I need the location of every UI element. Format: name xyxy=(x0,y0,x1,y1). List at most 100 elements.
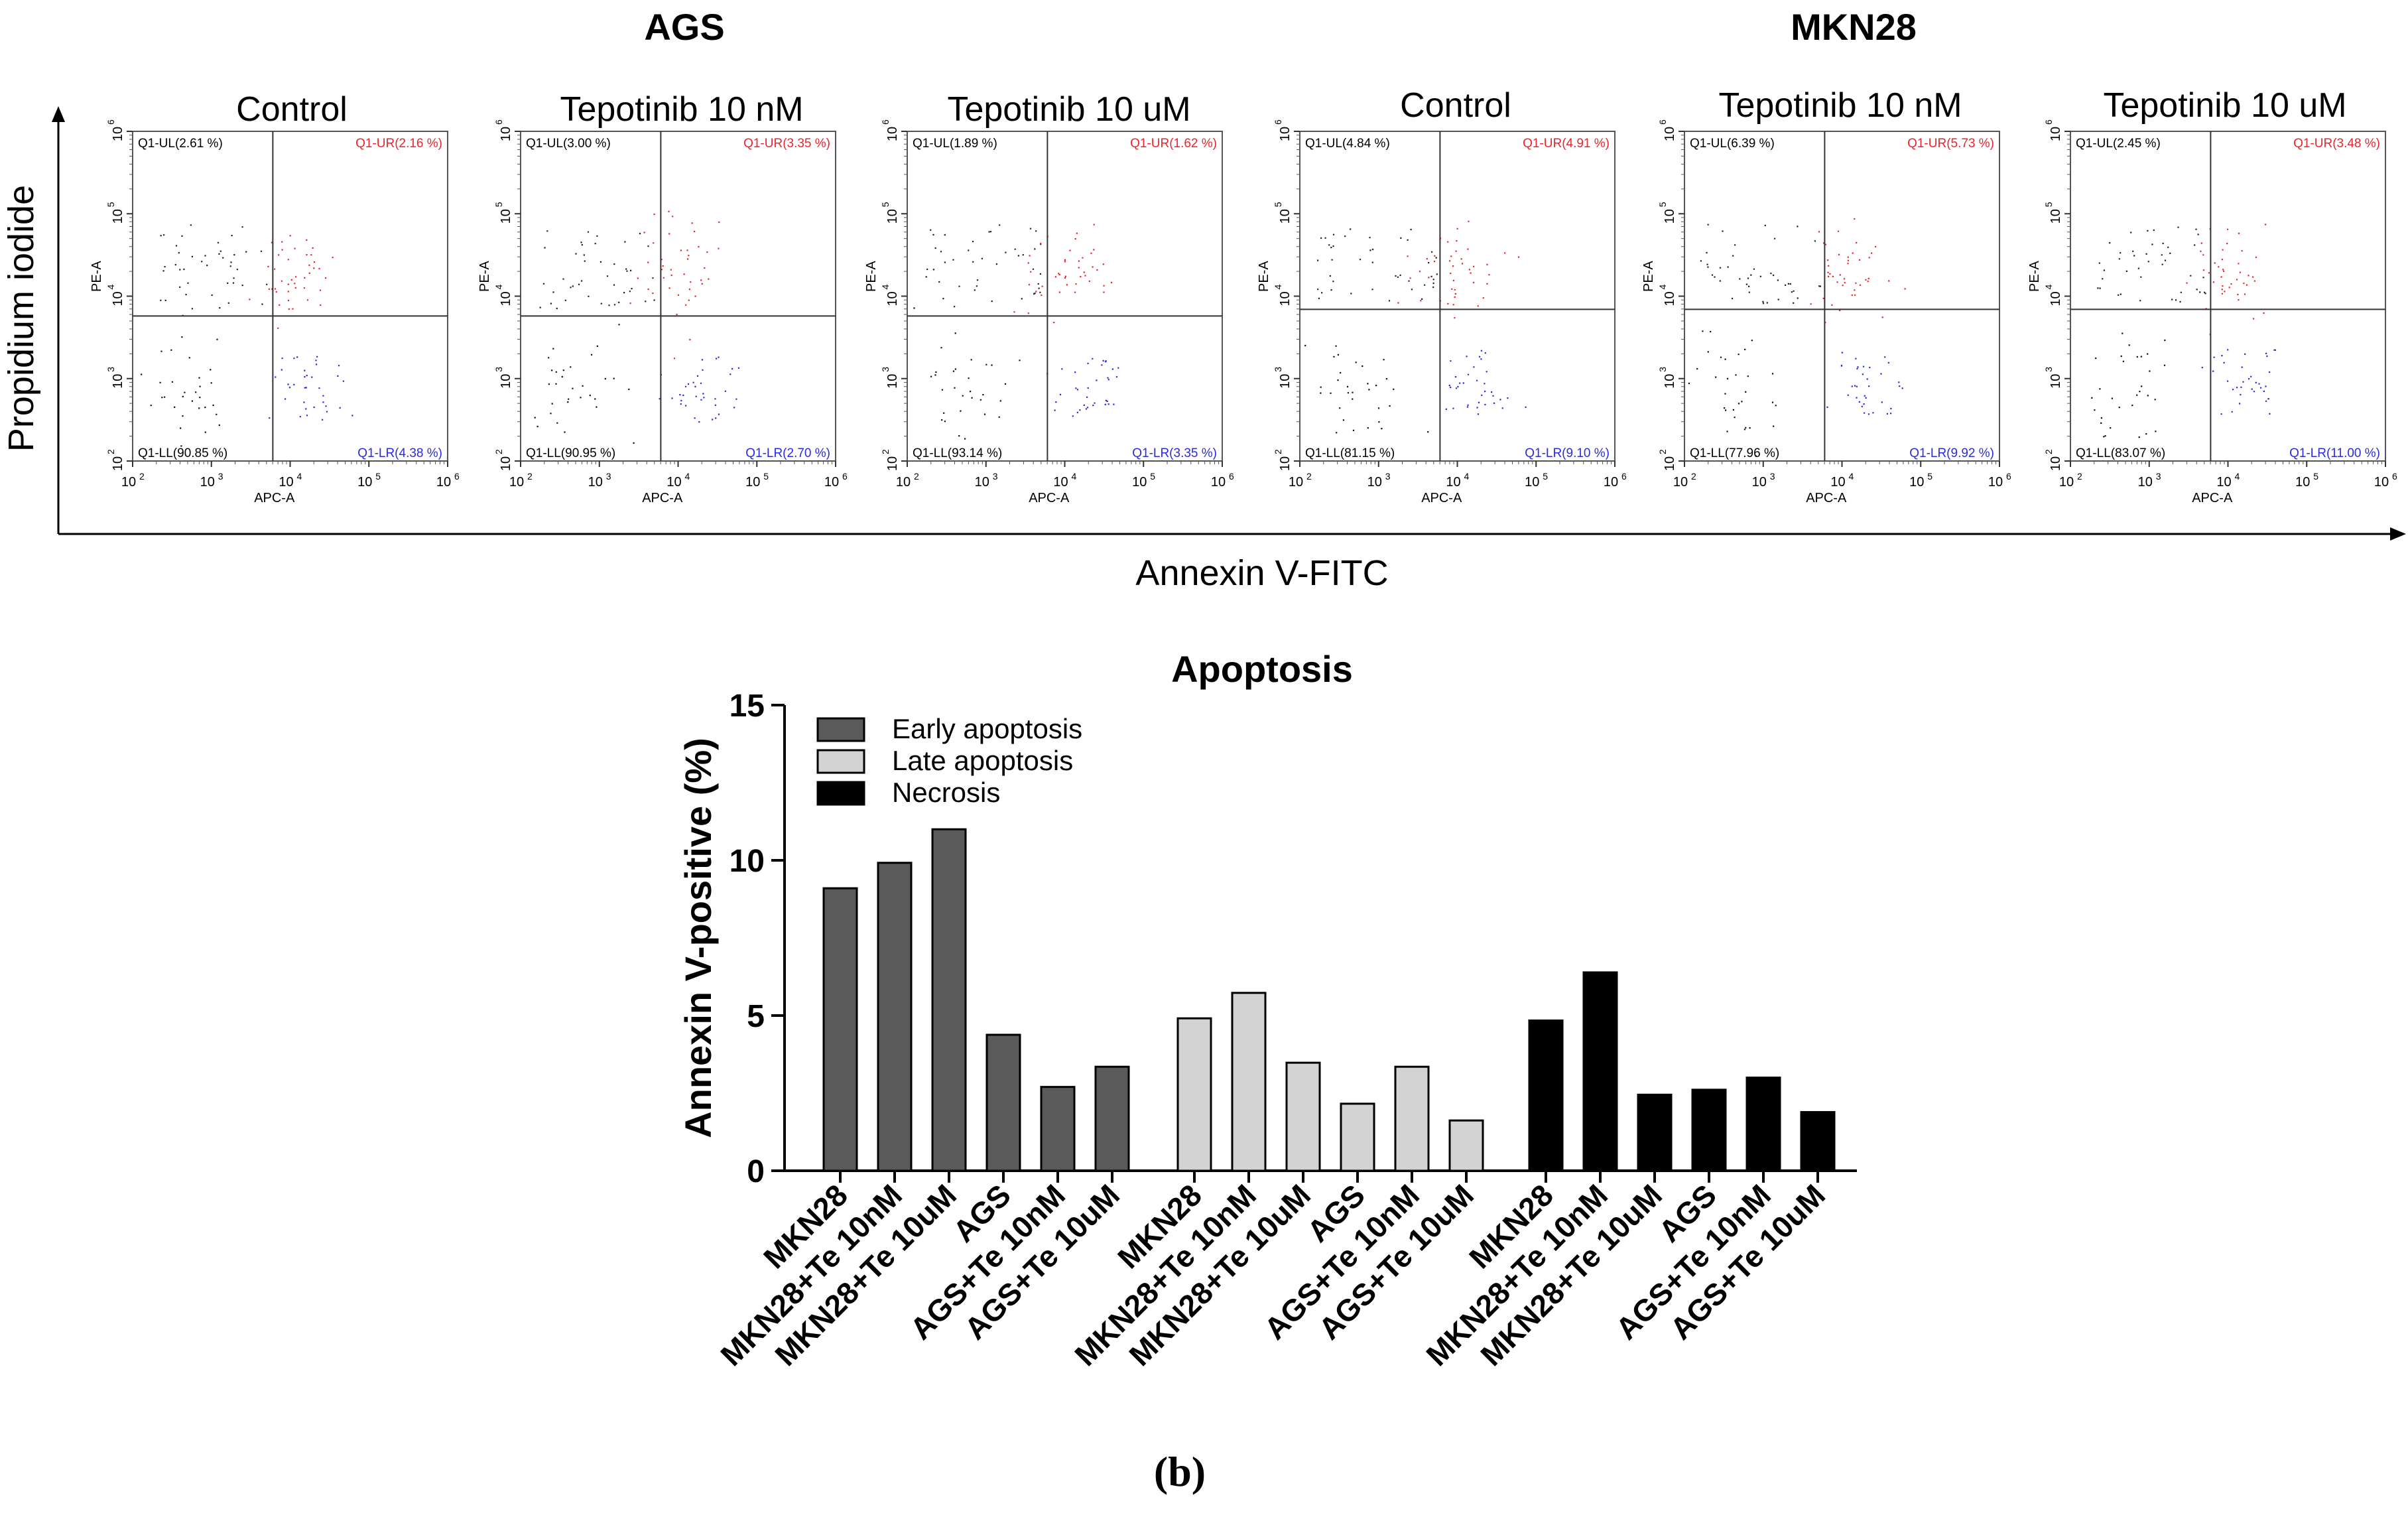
y-tick-label: 10 xyxy=(885,209,900,224)
x-tick-exponent: 4 xyxy=(2235,471,2240,482)
event-dots xyxy=(2186,224,2267,336)
event-dots xyxy=(1046,358,1119,417)
event-dots xyxy=(1445,350,1527,415)
y-tick-exponent: 6 xyxy=(493,119,504,125)
x-tick-exponent: 4 xyxy=(1464,471,1470,482)
bar-2-5 xyxy=(1800,1111,1836,1172)
flow-y-title: Propidium iodide xyxy=(1,185,41,452)
quadrant-ll-label: Q1-LL(90.95 %) xyxy=(526,446,615,460)
y-tick-exponent: 6 xyxy=(105,119,116,125)
flow-events xyxy=(2091,224,2277,438)
flow-plot: Tepotinib 10 uM Q1-UL(2.45 %) Q1-UR(3.48 %… xyxy=(2027,86,2397,505)
x-tick-label: 10 xyxy=(1830,475,1845,490)
y-tick-exponent: 5 xyxy=(2043,202,2054,207)
quadrant-ul-label: Q1-UL(4.84 %) xyxy=(1305,137,1390,151)
y-tick-exponent: 5 xyxy=(880,202,891,207)
x-tick-label: 10 xyxy=(2216,475,2231,490)
plot-frame xyxy=(1299,131,1616,462)
y-tick-exponent: 6 xyxy=(1657,119,1668,125)
bar-2-1 xyxy=(1582,971,1618,1172)
x-tick-label: 10 xyxy=(2295,475,2310,490)
quadrant-ll-label: Q1-LL(90.85 %) xyxy=(138,446,227,460)
event-dots xyxy=(269,356,353,421)
x-tick-label: 10 xyxy=(896,475,911,490)
x-tick-exponent: 4 xyxy=(1849,471,1854,482)
condition-title: Tepotinib 10 uM xyxy=(2103,86,2346,125)
y-tick-exponent: 3 xyxy=(105,367,116,372)
quadrant-ul-label: Q1-UL(3.00 %) xyxy=(526,137,611,151)
x-tick-label: 10 xyxy=(357,475,372,490)
y-tick-label: 10 xyxy=(1278,291,1293,306)
x-tick-label: 10 xyxy=(1752,475,1767,490)
x-tick-label: 10 xyxy=(824,475,839,490)
x-tick-exponent: 6 xyxy=(1621,471,1627,482)
y-tick-label: 10 xyxy=(1278,209,1293,224)
event-dots xyxy=(1826,352,1903,415)
y-tick-label: 10 xyxy=(499,209,513,224)
legend-swatch-0 xyxy=(816,717,865,742)
event-dots xyxy=(659,356,739,423)
y-axis-label: PE-A xyxy=(1257,261,1271,292)
x-axis-label: APC-A xyxy=(254,491,295,505)
y-tick-label: 10 xyxy=(499,456,513,471)
y-axis-label: PE-A xyxy=(864,261,879,292)
flow-x-axis-arrow xyxy=(2390,527,2406,541)
x-tick-label: 10 xyxy=(1367,475,1382,490)
bar-2-3 xyxy=(1691,1088,1727,1172)
y-tick-exponent: 5 xyxy=(493,202,504,207)
bar-1-5 xyxy=(1448,1119,1484,1172)
x-tick-label: 10 xyxy=(436,475,451,490)
bar-1-1 xyxy=(1231,992,1267,1172)
y-tick-label: 10 xyxy=(1663,127,1677,141)
quadrant-ll-label: Q1-LL(83.07 %) xyxy=(2076,446,2165,460)
y-tick-exponent: 3 xyxy=(493,367,504,372)
x-tick-exponent: 2 xyxy=(139,471,145,482)
y-tick-label: 10 xyxy=(885,456,900,471)
x-tick-exponent: 4 xyxy=(297,471,302,482)
quadrant-ur-label: Q1-UR(3.48 %) xyxy=(2293,137,2380,151)
x-tick-exponent: 6 xyxy=(2392,471,2397,482)
flow-plot: Tepotinib 10 nM Q1-UL(6.39 %) Q1-UR(5.73 %… xyxy=(1641,86,2011,505)
x-tick-label: 10 xyxy=(1289,475,1303,490)
bar-0-3 xyxy=(985,1033,1021,1172)
chart-title: Apoptosis xyxy=(1171,648,1353,690)
bar-0-2 xyxy=(931,828,967,1172)
y-tick-label: 10 xyxy=(1663,456,1677,471)
x-tick-label: 10 xyxy=(509,475,524,490)
x-axis-label: APC-A xyxy=(642,491,683,505)
x-tick-label: 10 xyxy=(666,475,681,490)
legend-label-0: Early apoptosis xyxy=(892,713,1082,744)
x-tick-exponent: 3 xyxy=(1385,471,1391,482)
x-tick-label: 10 xyxy=(2059,475,2074,490)
x-tick-exponent: 3 xyxy=(606,471,611,482)
condition-title: Control xyxy=(1400,86,1511,125)
quadrant-ul-label: Q1-UL(2.61 %) xyxy=(138,137,223,151)
quadrant-ul-label: Q1-UL(6.39 %) xyxy=(1690,137,1775,151)
y-tick-label: 10 xyxy=(499,374,513,389)
y-tick-exponent: 6 xyxy=(2043,119,2054,125)
x-tick-exponent: 3 xyxy=(2156,471,2161,482)
flow-x-title: Annexin V-FITC xyxy=(1135,553,1388,593)
x-tick-label: 10 xyxy=(975,475,989,490)
condition-title: Tepotinib 10 uM xyxy=(947,90,1190,129)
x-tick-exponent: 5 xyxy=(1927,471,1933,482)
figure-caption: (b) xyxy=(1154,1448,1206,1495)
x-tick-label: 10 xyxy=(745,475,760,490)
plot-frame xyxy=(907,131,1223,462)
x-tick-exponent: 5 xyxy=(2313,471,2318,482)
flow-events xyxy=(534,210,739,444)
bar-0-5 xyxy=(1094,1065,1130,1172)
y-tick-exponent: 3 xyxy=(1273,367,1283,372)
event-dots xyxy=(629,210,720,360)
quadrant-ur-label: Q1-UR(2.16 %) xyxy=(355,137,442,151)
y-tick-exponent: 4 xyxy=(2043,285,2054,290)
bar-0-0 xyxy=(822,887,858,1172)
x-tick-label: 10 xyxy=(1132,475,1147,490)
legend-swatch-1 xyxy=(816,749,865,774)
bar-2-2 xyxy=(1637,1093,1673,1172)
y-axis-label: PE-A xyxy=(2027,261,2042,292)
y-tick-label: 10 xyxy=(499,291,513,306)
quadrant-ur-label: Q1-UR(1.62 %) xyxy=(1130,137,1217,151)
flow-y-axis-arrow xyxy=(52,106,65,122)
